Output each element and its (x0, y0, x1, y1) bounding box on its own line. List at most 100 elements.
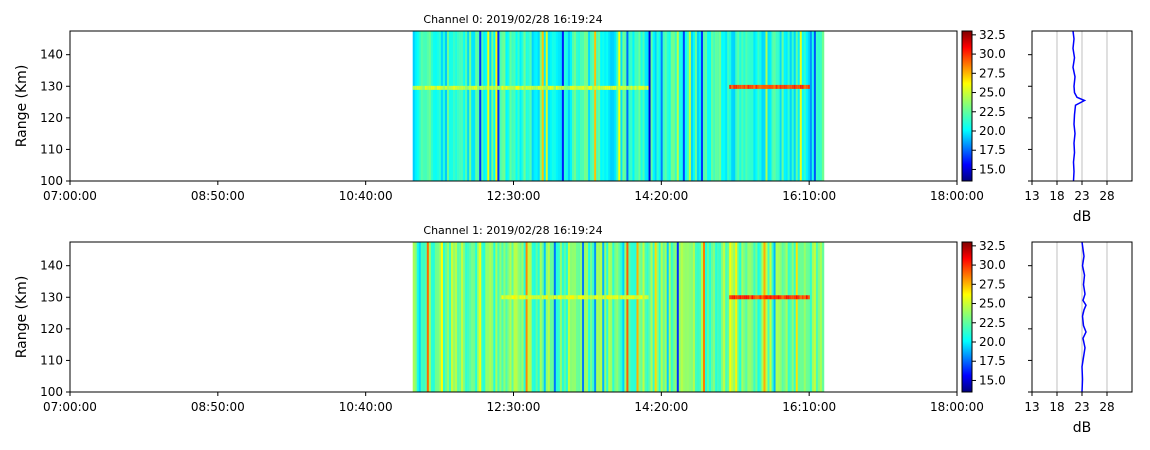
echo-band-cell (582, 85, 585, 90)
heatmap-column (471, 31, 474, 181)
echo-band-cell (747, 295, 750, 300)
heatmap-column (791, 242, 795, 392)
echo-band-cell (632, 295, 635, 300)
heatmap-column (783, 31, 786, 181)
heatmap-column (755, 242, 758, 392)
echo-band-cell (598, 85, 601, 90)
heatmap-column (648, 242, 651, 392)
echo-band-cell (779, 295, 782, 300)
echo-band-cell (557, 85, 561, 90)
heatmap-column (620, 242, 623, 392)
echo-band-cell (461, 85, 464, 90)
echo-band-cell (457, 85, 460, 90)
heatmap-column (598, 242, 601, 392)
profile-frame (1031, 30, 1133, 182)
heatmap-column (702, 242, 706, 392)
echo-band-cell (414, 85, 418, 90)
echo-band-cell (741, 84, 744, 89)
echo-band-cell (537, 295, 541, 300)
x-tick-label: 18:00:00 (930, 189, 984, 203)
echo-band-cell (543, 85, 547, 90)
echo-band-cell (749, 295, 752, 300)
heatmap-column (551, 31, 555, 181)
heatmap-column (721, 242, 724, 392)
heatmap-column (640, 31, 643, 181)
heatmap-column (648, 31, 651, 181)
heatmap-column (457, 31, 460, 181)
heatmap-column (567, 242, 571, 392)
heatmap-column (505, 242, 508, 392)
heatmap-column (487, 242, 490, 392)
heatmap-column (630, 31, 633, 181)
x-tick-label: 08:50:00 (191, 400, 245, 414)
heatmap-column (509, 242, 512, 392)
heatmap-column (436, 242, 440, 392)
colorbar: 15.0 17.5 20.0 22.5 25.0 27.5 30.0 32.5 (961, 28, 1006, 182)
echo-band-cell (773, 84, 776, 89)
heatmap-column (446, 31, 450, 181)
heatmap-column (489, 242, 492, 392)
heatmap-column (805, 31, 809, 181)
echo-band-cell (432, 85, 436, 90)
heatmap-column (610, 31, 613, 181)
heatmap-column (561, 31, 565, 181)
echo-band-cell (487, 85, 490, 90)
echo-band-cell (515, 85, 518, 90)
heatmap-column (815, 31, 819, 181)
x-tick-label: 12:30:00 (487, 400, 541, 414)
heatmap-column (811, 31, 815, 181)
heatmap-column (477, 31, 480, 181)
heatmap-column (819, 242, 823, 392)
heatmap-column (511, 242, 514, 392)
heatmap-column (465, 31, 468, 181)
echo-band-cell (507, 85, 510, 90)
heatmap-column (634, 31, 637, 181)
heatmap-column (608, 242, 611, 392)
heatmap-column (592, 31, 595, 181)
heatmap-column (686, 31, 690, 181)
echo-band-cell (535, 85, 538, 90)
echo-band-cell (807, 84, 811, 89)
heatmap-column (608, 31, 611, 181)
echo-band-cell (497, 85, 500, 90)
colorbar-tick-label: 20.0 (979, 335, 1006, 349)
heatmap-column (469, 31, 472, 181)
echo-band-cell (618, 85, 621, 90)
heatmap-column (702, 31, 706, 181)
y-axis-label: Range (Km) (14, 65, 30, 148)
heatmap-column (604, 242, 607, 392)
echo-band-cell (547, 295, 551, 300)
heatmap-column (527, 242, 530, 392)
heatmap-column (420, 31, 424, 181)
profile-x-tick-label: 13 (1024, 400, 1039, 414)
echo-band-cell (467, 85, 470, 90)
heatmap-column (515, 242, 518, 392)
echo-band-cell (444, 85, 448, 90)
heatmap-column (501, 242, 504, 392)
heatmap-column (461, 31, 464, 181)
heatmap-column (569, 31, 573, 181)
colorbar-tick-label: 27.5 (979, 66, 1006, 80)
echo-band-cell (529, 295, 532, 300)
echo-band-cell (453, 85, 456, 90)
profile-x-tick-label: 13 (1024, 189, 1039, 203)
echo-band-cell (745, 295, 748, 300)
echo-band-cell (539, 85, 543, 90)
echo-band-cell (483, 85, 486, 90)
echo-band-cell (418, 85, 422, 90)
echo-band-cell (602, 85, 605, 90)
heatmap-column (563, 31, 567, 181)
echo-band-cell (803, 84, 807, 89)
echo-band-cell (779, 84, 782, 89)
heatmap-column (688, 242, 692, 392)
heatmap-column (666, 31, 670, 181)
echo-band-cell (436, 85, 440, 90)
echo-band-cell (446, 85, 450, 90)
echo-band-cell (555, 85, 559, 90)
heatmap-column (783, 242, 786, 392)
echo-band-cell (479, 85, 482, 90)
echo-band-cell (769, 295, 772, 300)
echo-band-cell (551, 295, 555, 300)
heatmap-column (432, 31, 436, 181)
echo-band-cell (787, 295, 790, 300)
